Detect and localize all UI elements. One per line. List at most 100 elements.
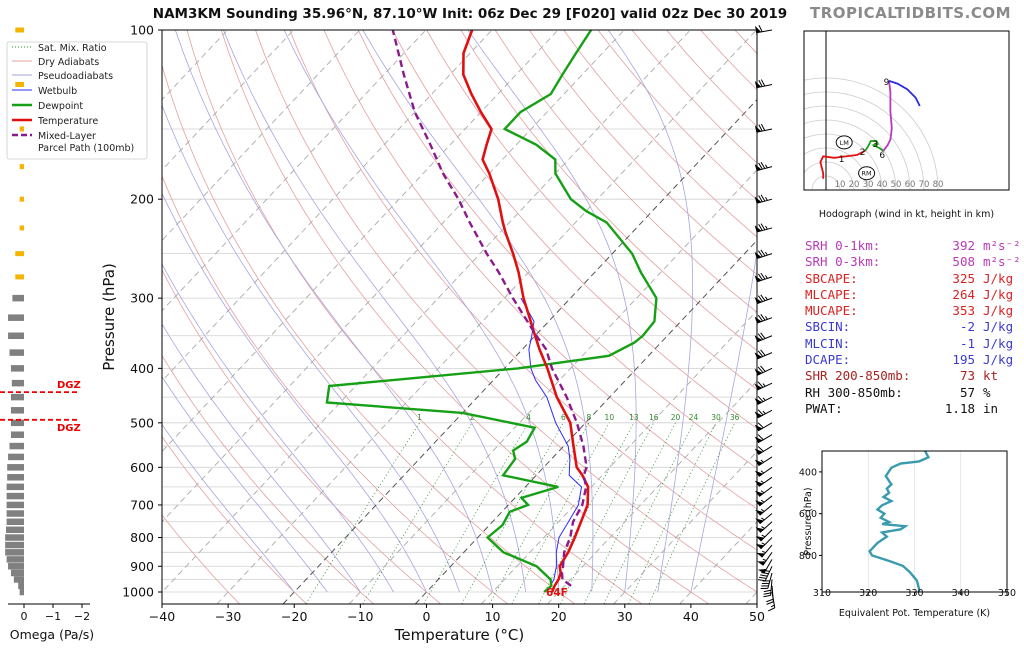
wind-barb-flag — [755, 490, 764, 497]
wind-barb — [754, 272, 773, 283]
stat-value: 73 — [959, 368, 975, 384]
wind-barb-flag — [755, 527, 764, 533]
wind-barb — [757, 559, 773, 574]
isotherm-line — [282, 98, 757, 604]
hodo-storm-label: LM — [840, 139, 849, 147]
dry-adiabat — [162, 175, 508, 604]
wind-barb-feather — [757, 409, 764, 416]
wind-barb-halffeather — [761, 526, 765, 529]
wind-barb — [754, 434, 773, 444]
omega-bar — [7, 464, 24, 471]
wind-barb — [754, 123, 773, 133]
wind-barb-staff — [758, 456, 773, 467]
wind-barb-staff — [757, 396, 773, 405]
wind-barb-halffeather — [764, 275, 768, 279]
stat-unit: in — [983, 400, 999, 416]
wind-barb-flag — [754, 398, 763, 405]
legend-box — [6, 41, 148, 160]
temperature-line — [461, 30, 590, 593]
mixing-ratio-label: 10 — [605, 413, 615, 422]
wind-barb-feather — [760, 223, 766, 231]
theta-y-tick-label: 400 — [799, 467, 817, 478]
wind-barb-staff — [770, 579, 773, 596]
isotherm-line — [414, 239, 757, 604]
wind-barb-flag — [754, 80, 762, 88]
theta-x-label: Equivalent Pot. Temperature (K) — [839, 608, 990, 619]
wind-barb-feather — [758, 79, 763, 87]
omega-bar — [9, 349, 24, 356]
wind-barb-halffeather — [765, 164, 768, 169]
wind-barb — [757, 566, 773, 582]
wind-barb-halffeather — [762, 558, 767, 561]
hodo-height-label: 9 — [884, 78, 890, 88]
stat-unit: J/kg — [983, 352, 1014, 368]
stat-unit: m²s⁻² — [983, 238, 1021, 253]
hodo-storm-marker — [858, 166, 876, 181]
theta-y-tick-label: 800 — [799, 551, 817, 562]
stat-unit: m²s⁻² — [983, 254, 1021, 270]
wind-barb-halffeather — [762, 397, 766, 401]
legend-label: Mixed-Layer — [38, 131, 96, 142]
wind-barb-halffeather — [762, 550, 766, 554]
wind-barb-flag — [754, 335, 762, 342]
wind-barb — [755, 521, 773, 533]
chart-title: NAM3KM Sounding 35.96°N, 87.10°W Init: 0… — [152, 6, 788, 22]
stat-value: 195 — [952, 352, 975, 368]
mixing-ratio-label: 8 — [587, 413, 592, 422]
stat-row: SRH 0-1km: 392 m²s⁻² — [805, 238, 1021, 254]
theta-x-tick-label: 330 — [905, 588, 923, 599]
wind-barb-flag — [755, 25, 762, 33]
omega-bar — [15, 274, 24, 280]
stat-value: 264 — [952, 286, 975, 302]
dry-adiabat — [529, 30, 757, 275]
omega-bar — [19, 588, 24, 596]
theta-plot — [821, 450, 1008, 592]
wind-barb-flag — [754, 448, 763, 455]
wind-barb-flag — [754, 225, 762, 233]
x-axis-label: Temperature (°C) — [394, 626, 524, 644]
stat-label: MLCAPE: — [805, 286, 858, 302]
pseudoadiabat — [174, 30, 493, 593]
wind-barb-flag — [754, 480, 763, 487]
mixing-ratio-label: 2 — [470, 413, 475, 422]
wind-barb-flag — [754, 196, 762, 204]
wind-barb-feather — [760, 272, 766, 280]
omega-bar — [19, 196, 24, 202]
wind-barb-feather — [758, 162, 763, 170]
wind-barb-staff — [756, 29, 773, 34]
wind-barb-feather — [758, 250, 763, 258]
wind-barb — [755, 495, 773, 507]
wind-barb-halffeather — [762, 410, 766, 415]
wind-barb — [754, 409, 773, 419]
pseudoadiabat — [162, 263, 394, 593]
wind-barb-staff — [758, 445, 773, 455]
pseudoadiabat — [162, 323, 361, 593]
omega-bar — [8, 563, 24, 570]
wind-barb — [755, 24, 773, 34]
stat-row: MUCAPE: 353 J/kg — [805, 303, 1021, 319]
hodo-ring-label: 50 — [891, 180, 902, 190]
dry-adiabat — [289, 30, 757, 551]
stat-row: MLCIN: -1 J/kg — [805, 336, 1021, 352]
omega-bar — [6, 526, 24, 534]
omega-bar — [19, 225, 24, 231]
wind-barb-flag — [757, 561, 766, 566]
dewpoint-line — [325, 30, 658, 593]
omega-bar — [8, 453, 24, 461]
wind-barb — [755, 504, 773, 516]
wind-barb-feather — [757, 579, 766, 582]
wind-barb-flag — [756, 552, 765, 558]
x-tick-label: −20 — [281, 609, 307, 624]
wind-barb — [763, 579, 773, 598]
wind-barb-feather — [760, 314, 766, 321]
theta-x-tick-label: 340 — [952, 588, 970, 599]
dry-adiabat — [357, 30, 757, 469]
isotherm-line — [162, 30, 493, 382]
wind-barb-staff — [764, 566, 773, 581]
wind-barb — [754, 79, 773, 89]
wind-barb-feather — [760, 332, 766, 339]
pseudoadiabat — [362, 30, 594, 593]
wind-barb — [754, 381, 773, 391]
wind-barb-flag — [754, 125, 762, 133]
